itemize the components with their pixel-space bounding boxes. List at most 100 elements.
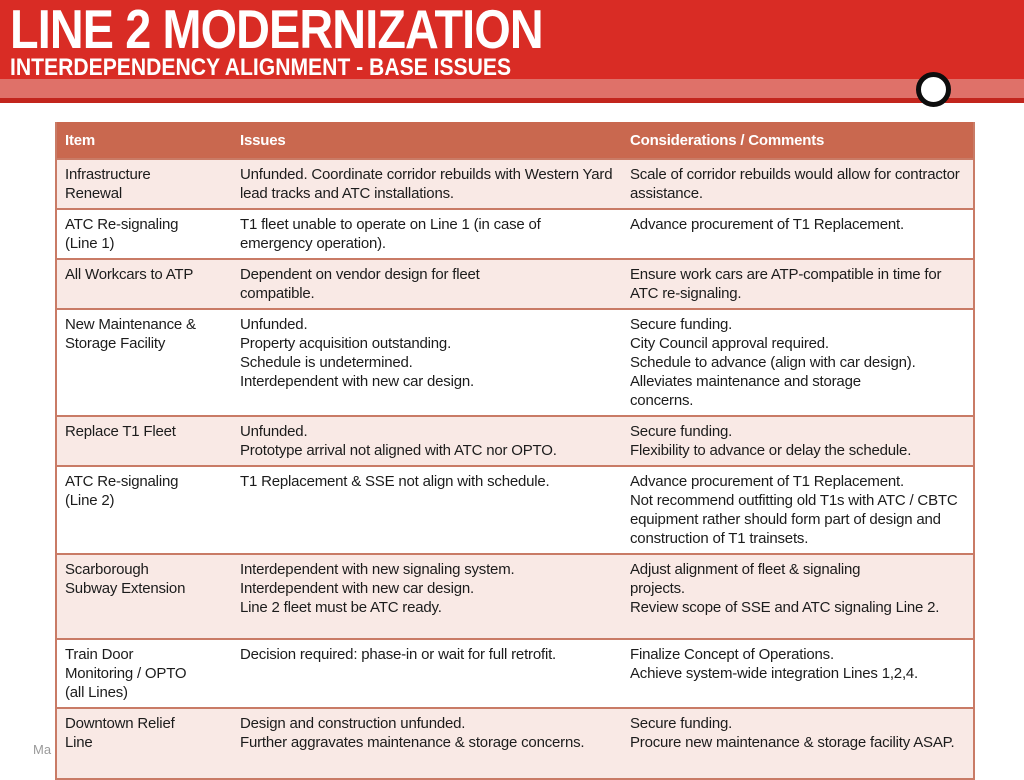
cell-line: Further aggravates maintenance & storage… (240, 734, 585, 751)
cell-line: Line 2 fleet must be ATC ready. (240, 599, 442, 616)
cell-line: (all Lines) (65, 684, 128, 701)
cell-line: New Maintenance & (65, 316, 196, 333)
cell-considerations: Advance procurement of T1 Replacement. (622, 210, 973, 258)
cell-item: New Maintenance & Storage Facility (57, 310, 232, 415)
cell-line: Secure funding. (630, 715, 733, 732)
slide-title: LINE 2 MODERNIZATION (10, 0, 544, 60)
cell-line: Interdependent with new car design. (240, 373, 474, 390)
table-row: Downtown Relief Line Design and constructi… (57, 707, 973, 778)
cell-considerations: Ensure work cars are ATP-compatible in t… (622, 260, 973, 308)
table-row: ATC Re-signaling (Line 2) T1 Replacement &… (57, 465, 973, 553)
cell-line: Achieve system-wide integration Lines 1,… (630, 665, 919, 682)
cell-line: Procure new maintenance & storage facili… (630, 734, 955, 751)
cell-line: Review scope of SSE and ATC signaling Li… (630, 599, 940, 616)
cell-item: ATC Re-signaling (Line 1) (57, 210, 232, 258)
table-row: Train Door Monitoring / OPTO (all Lines) De… (57, 638, 973, 707)
issues-table: Item Issues Considerations / Comments In… (55, 122, 975, 780)
cell-item: Train Door Monitoring / OPTO (all Lines) (57, 640, 232, 707)
cell-line: Advance procurement of T1 Replacement. (630, 473, 904, 490)
header-cell-issues: Issues (240, 131, 286, 149)
footer-note: Ma (33, 742, 52, 757)
cell-line: concerns. (630, 392, 694, 409)
cell-considerations: Advance procurement of T1 Replacement. No… (622, 467, 973, 553)
cell-issues: Unfunded. Coordinate corridor rebuilds w… (232, 160, 622, 208)
cell-issues: Design and construction unfunded. Further… (232, 709, 622, 778)
accent-line (0, 98, 1024, 103)
cell-line: Unfunded. Coordinate corridor rebuilds w… (240, 166, 613, 202)
cell-line: Train Door (65, 646, 134, 663)
cell-line: T1 Replacement & SSE not align with sche… (240, 473, 550, 490)
table-row: All Workcars to ATP Dependent on vendor d… (57, 258, 973, 308)
cell-line: Ensure work cars are ATP-compatible in t… (630, 266, 942, 302)
cell-line: Downtown Relief (65, 715, 175, 732)
cell-line: Replace T1 Fleet (65, 423, 176, 440)
cell-item: All Workcars to ATP (57, 260, 232, 308)
table-row: Scarborough Subway Extension Interdependen… (57, 553, 973, 638)
cell-line: Scarborough (65, 561, 149, 578)
table-row: New Maintenance & Storage Facility Unfunde… (57, 308, 973, 415)
cell-line: Storage Facility (65, 335, 166, 352)
banner (0, 0, 1024, 79)
cell-line: Schedule to advance (align with car desi… (630, 354, 916, 371)
cell-line: Secure funding. (630, 423, 733, 440)
cell-issues: T1 fleet unable to operate on Line 1 (in… (232, 210, 622, 258)
cell-item: Infrastructure Renewal (57, 160, 232, 208)
cell-line: Adjust alignment of fleet & signaling (630, 561, 861, 578)
cell-line: Secure funding. (630, 316, 733, 333)
cell-line: Monitoring / OPTO (65, 665, 187, 682)
cell-line: projects. (630, 580, 685, 597)
cell-line: City Council approval required. (630, 335, 829, 352)
cell-item: Scarborough Subway Extension (57, 555, 232, 638)
cell-line: Flexibility to advance or delay the sche… (630, 442, 912, 459)
cell-issues: Decision required: phase-in or wait for … (232, 640, 622, 707)
cell-line: Unfunded. (240, 423, 308, 440)
cell-line: Schedule is undetermined. (240, 354, 413, 371)
table-row: Infrastructure Renewal Unfunded. Coordinat… (57, 158, 973, 208)
cell-line: (Line 1) (65, 235, 115, 252)
cell-issues: Interdependent with new signaling system… (232, 555, 622, 638)
cell-issues: Dependent on vendor design for fleet comp… (232, 260, 622, 308)
slide-subtitle: INTERDEPENDENCY ALIGNMENT - BASE ISSUES (10, 54, 512, 81)
cell-item: Downtown Relief Line (57, 709, 232, 778)
header-cell-considerations: Considerations / Comments (630, 131, 825, 149)
table-header-row: Item Issues Considerations / Comments (57, 122, 973, 158)
cell-line: Unfunded. (240, 316, 308, 333)
cell-line: ATC Re-signaling (65, 216, 179, 233)
cell-line: Subway Extension (65, 580, 186, 597)
cell-line: T1 fleet unable to operate on Line 1 (in… (240, 216, 541, 252)
cell-line: Decision required: phase-in or wait for … (240, 646, 557, 663)
cell-line: Scale of corridor rebuilds would allow f… (630, 166, 960, 202)
cell-line: Finalize Concept of Operations. (630, 646, 834, 663)
cell-line: (Line 2) (65, 492, 115, 509)
cell-issues: T1 Replacement & SSE not align with sche… (232, 467, 622, 553)
cell-line: compatible. (240, 285, 315, 302)
cell-issues: Unfunded. Property acquisition outstandin… (232, 310, 622, 415)
banner-stripe (0, 79, 1024, 98)
cell-line: Design and construction unfunded. (240, 715, 466, 732)
cell-line: Advance procurement of T1 Replacement. (630, 216, 904, 233)
cell-line: Interdependent with new signaling system… (240, 561, 515, 578)
cell-line: Line (65, 734, 93, 751)
cell-line: Interdependent with new car design. (240, 580, 474, 597)
cell-line: Renewal (65, 185, 122, 202)
cell-considerations: Secure funding. City Council approval req… (622, 310, 973, 415)
cell-considerations: Finalize Concept of Operations. Achieve s… (622, 640, 973, 707)
cell-line: Alleviates maintenance and storage (630, 373, 861, 390)
cell-line: Infrastructure (65, 166, 151, 183)
cell-item: Replace T1 Fleet (57, 417, 232, 465)
decorative-circle-icon (916, 72, 951, 107)
table-row: ATC Re-signaling (Line 1) T1 fleet unable … (57, 208, 973, 258)
cell-line: Dependent on vendor design for fleet (240, 266, 480, 283)
cell-item: ATC Re-signaling (Line 2) (57, 467, 232, 553)
cell-issues: Unfunded. Prototype arrival not aligned w… (232, 417, 622, 465)
cell-line: Property acquisition outstanding. (240, 335, 452, 352)
cell-line: Not recommend outfitting old T1s with AT… (630, 492, 958, 547)
table-row: Replace T1 Fleet Unfunded. Prototype arriv… (57, 415, 973, 465)
cell-considerations: Adjust alignment of fleet & signaling pro… (622, 555, 973, 638)
header-cell-item: Item (65, 131, 96, 149)
cell-considerations: Secure funding. Flexibility to advance or… (622, 417, 973, 465)
cell-line: Prototype arrival not aligned with ATC n… (240, 442, 557, 459)
cell-line: All Workcars to ATP (65, 266, 194, 283)
cell-considerations: Scale of corridor rebuilds would allow f… (622, 160, 973, 208)
cell-considerations: Secure funding. Procure new maintenance &… (622, 709, 973, 778)
